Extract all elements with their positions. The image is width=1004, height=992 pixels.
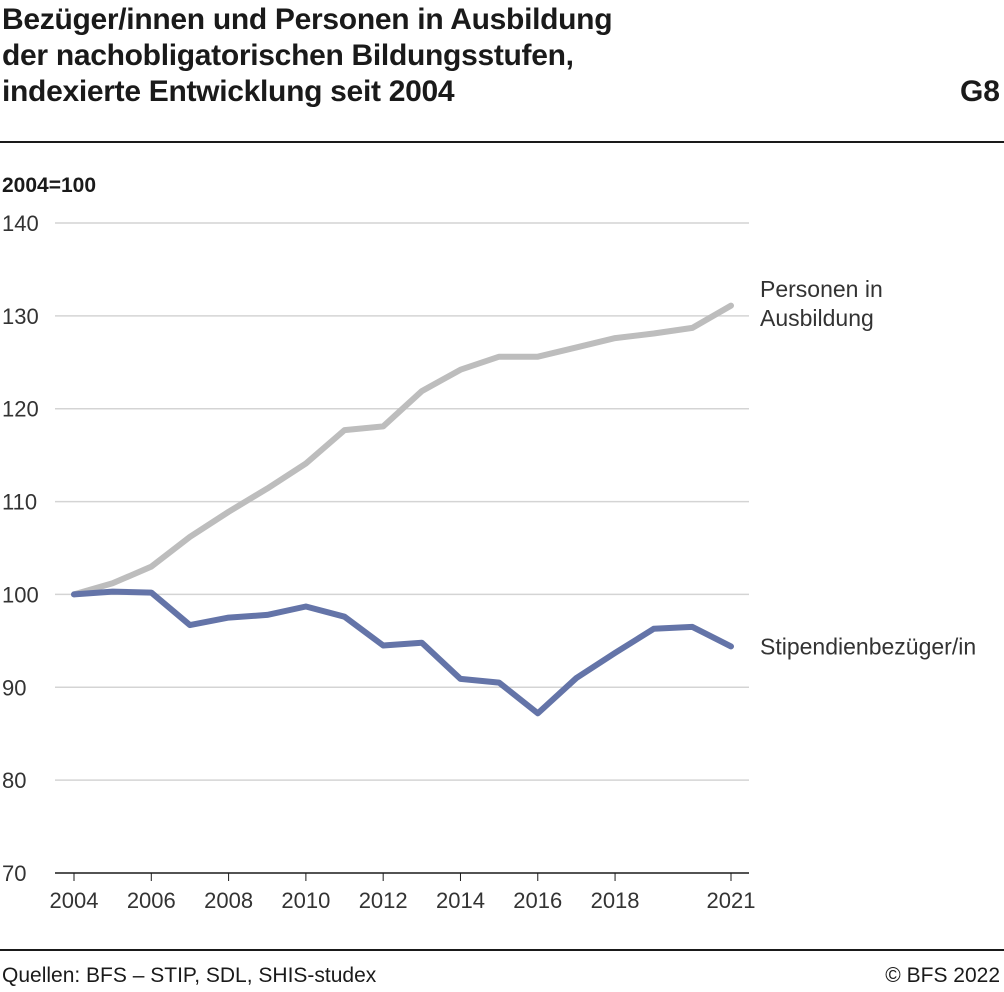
gridlines — [55, 222, 749, 874]
unit-label: 2004=100 — [2, 174, 96, 197]
x-tick-label: 2018 — [591, 888, 640, 913]
top-rule — [0, 141, 1004, 143]
series-label: Stipendienbezüger/in — [760, 633, 976, 659]
bottom-rule — [0, 949, 1004, 951]
y-tick-label: 100 — [2, 582, 39, 607]
source-note: Quellen: BFS – STIP, SDL, SHIS-studex — [2, 964, 377, 987]
y-tick-label: 140 — [2, 211, 39, 236]
y-tick-label: 120 — [2, 397, 39, 422]
series-label: Personen in — [760, 276, 883, 302]
y-tick-label: 130 — [2, 304, 39, 329]
y-tick-label: 90 — [2, 675, 26, 700]
x-tick-label: 2006 — [127, 888, 176, 913]
y-tick-label: 110 — [2, 490, 37, 515]
chart-title-line-1: Bezüger/innen und Personen in Ausbildung — [2, 3, 613, 36]
x-tick-label: 2010 — [281, 888, 330, 913]
x-tick-label: 2014 — [436, 888, 485, 913]
series-label: Ausbildung — [760, 305, 874, 331]
x-tick-label: 2004 — [50, 888, 99, 913]
y-axis-ticks: 70 80 90 100 110 120 130 140 — [2, 211, 39, 886]
series-lines — [71, 302, 734, 717]
chart-title-line-3: indexierte Entwicklung seit 2004 — [2, 75, 455, 108]
chart-title: Bezüger/innen und Personen in Ausbildung… — [2, 2, 902, 110]
y-tick-label: 80 — [2, 768, 26, 793]
y-tick-label: 70 — [2, 861, 26, 886]
x-tick-label: 2016 — [513, 888, 562, 913]
series-line-stipendienbezueger — [71, 588, 734, 717]
copyright-note: © BFS 2022 — [885, 964, 1000, 987]
x-tick-label: 2012 — [359, 888, 408, 913]
figure-number: G8 — [959, 75, 1000, 108]
series-labels: Personen in Ausbildung Stipendienbezüger/i… — [760, 276, 976, 659]
x-tick-label: 2021 — [707, 888, 756, 913]
series-line-personen-in-ausbildung — [71, 302, 734, 598]
chart-title-line-2: der nachobligatorischen Bildungsstufen, — [2, 39, 574, 72]
x-tick-label: 2008 — [204, 888, 253, 913]
x-axis-ticks: 2004 2006 2008 2010 2012 2014 2016 2018 2021 — [50, 873, 756, 913]
